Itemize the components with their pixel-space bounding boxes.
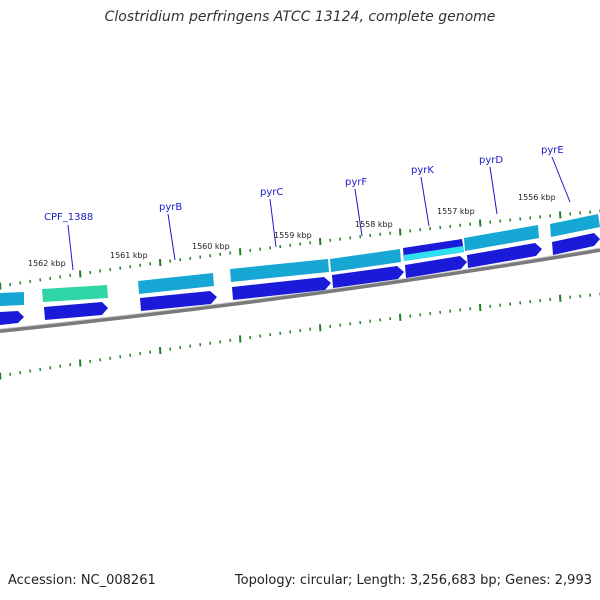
leader-pyrE <box>551 156 571 203</box>
leader-pyrD <box>489 166 498 215</box>
feature-pyrK-bottom[interactable] <box>405 256 467 278</box>
feature-pyrE-top[interactable] <box>550 214 600 237</box>
feature-partial-left-top[interactable] <box>0 292 24 306</box>
feature-pyrF-bottom[interactable] <box>332 266 404 288</box>
scale-label: 1559 kbp <box>274 231 312 240</box>
gene-label-pyrC[interactable]: pyrC <box>260 187 283 198</box>
scale-label: 1557 kbp <box>437 207 475 216</box>
leader-pyrB <box>167 213 176 261</box>
genome-backbone-highlight <box>0 247 600 330</box>
gene-label-pyrK[interactable]: pyrK <box>411 165 434 176</box>
scale-label: 1560 kbp <box>192 242 230 251</box>
gene-label-pyrB[interactable]: pyrB <box>159 202 182 213</box>
feature-partial-left-bottom[interactable] <box>0 311 24 325</box>
feature-pyrF-top[interactable] <box>330 249 401 272</box>
feature-pyrE-bottom[interactable] <box>552 233 600 255</box>
feature-pyrB-top[interactable] <box>138 273 214 294</box>
scale-label: 1558 kbp <box>355 220 393 229</box>
scale-label: 1561 kbp <box>110 251 148 260</box>
leader-pyrF <box>354 188 363 237</box>
scale-label: 1556 kbp <box>518 193 556 202</box>
leader-pyrK <box>420 176 430 227</box>
feature-pyrB-bottom[interactable] <box>140 291 217 311</box>
upper-feature-track <box>0 214 600 306</box>
feature-pyrK-top-light <box>404 246 464 261</box>
accession-text: Accession: NC_008261 <box>8 573 156 588</box>
feature-pyrC-bottom[interactable] <box>232 277 331 300</box>
genome-summary-text: Topology: circular; Length: 3,256,683 bp… <box>234 573 592 588</box>
feature-pyrD-top[interactable] <box>464 225 539 251</box>
feature-pyrC-top[interactable] <box>230 259 329 282</box>
feature-CPF_1388-bottom[interactable] <box>44 302 108 320</box>
map-title: Clostridium perfringens ATCC 13124, comp… <box>104 9 496 25</box>
gene-label-leaders <box>67 156 571 271</box>
leader-CPF_1388 <box>67 224 74 271</box>
gene-label-CPF_1388[interactable]: CPF_1388 <box>44 212 93 223</box>
genome-backbone <box>0 248 600 333</box>
leader-pyrC <box>269 198 277 248</box>
gene-label-pyrF[interactable]: pyrF <box>345 177 367 188</box>
bottom-tick-track <box>0 292 600 380</box>
feature-pyrD-bottom[interactable] <box>467 243 542 268</box>
top-tick-track <box>0 209 600 290</box>
feature-CPF_1388-top[interactable] <box>42 285 108 302</box>
gene-label-pyrD[interactable]: pyrD <box>479 155 503 166</box>
lower-feature-track <box>0 233 600 325</box>
gene-label-pyrE[interactable]: pyrE <box>541 145 564 156</box>
scale-label: 1562 kbp <box>28 259 66 268</box>
